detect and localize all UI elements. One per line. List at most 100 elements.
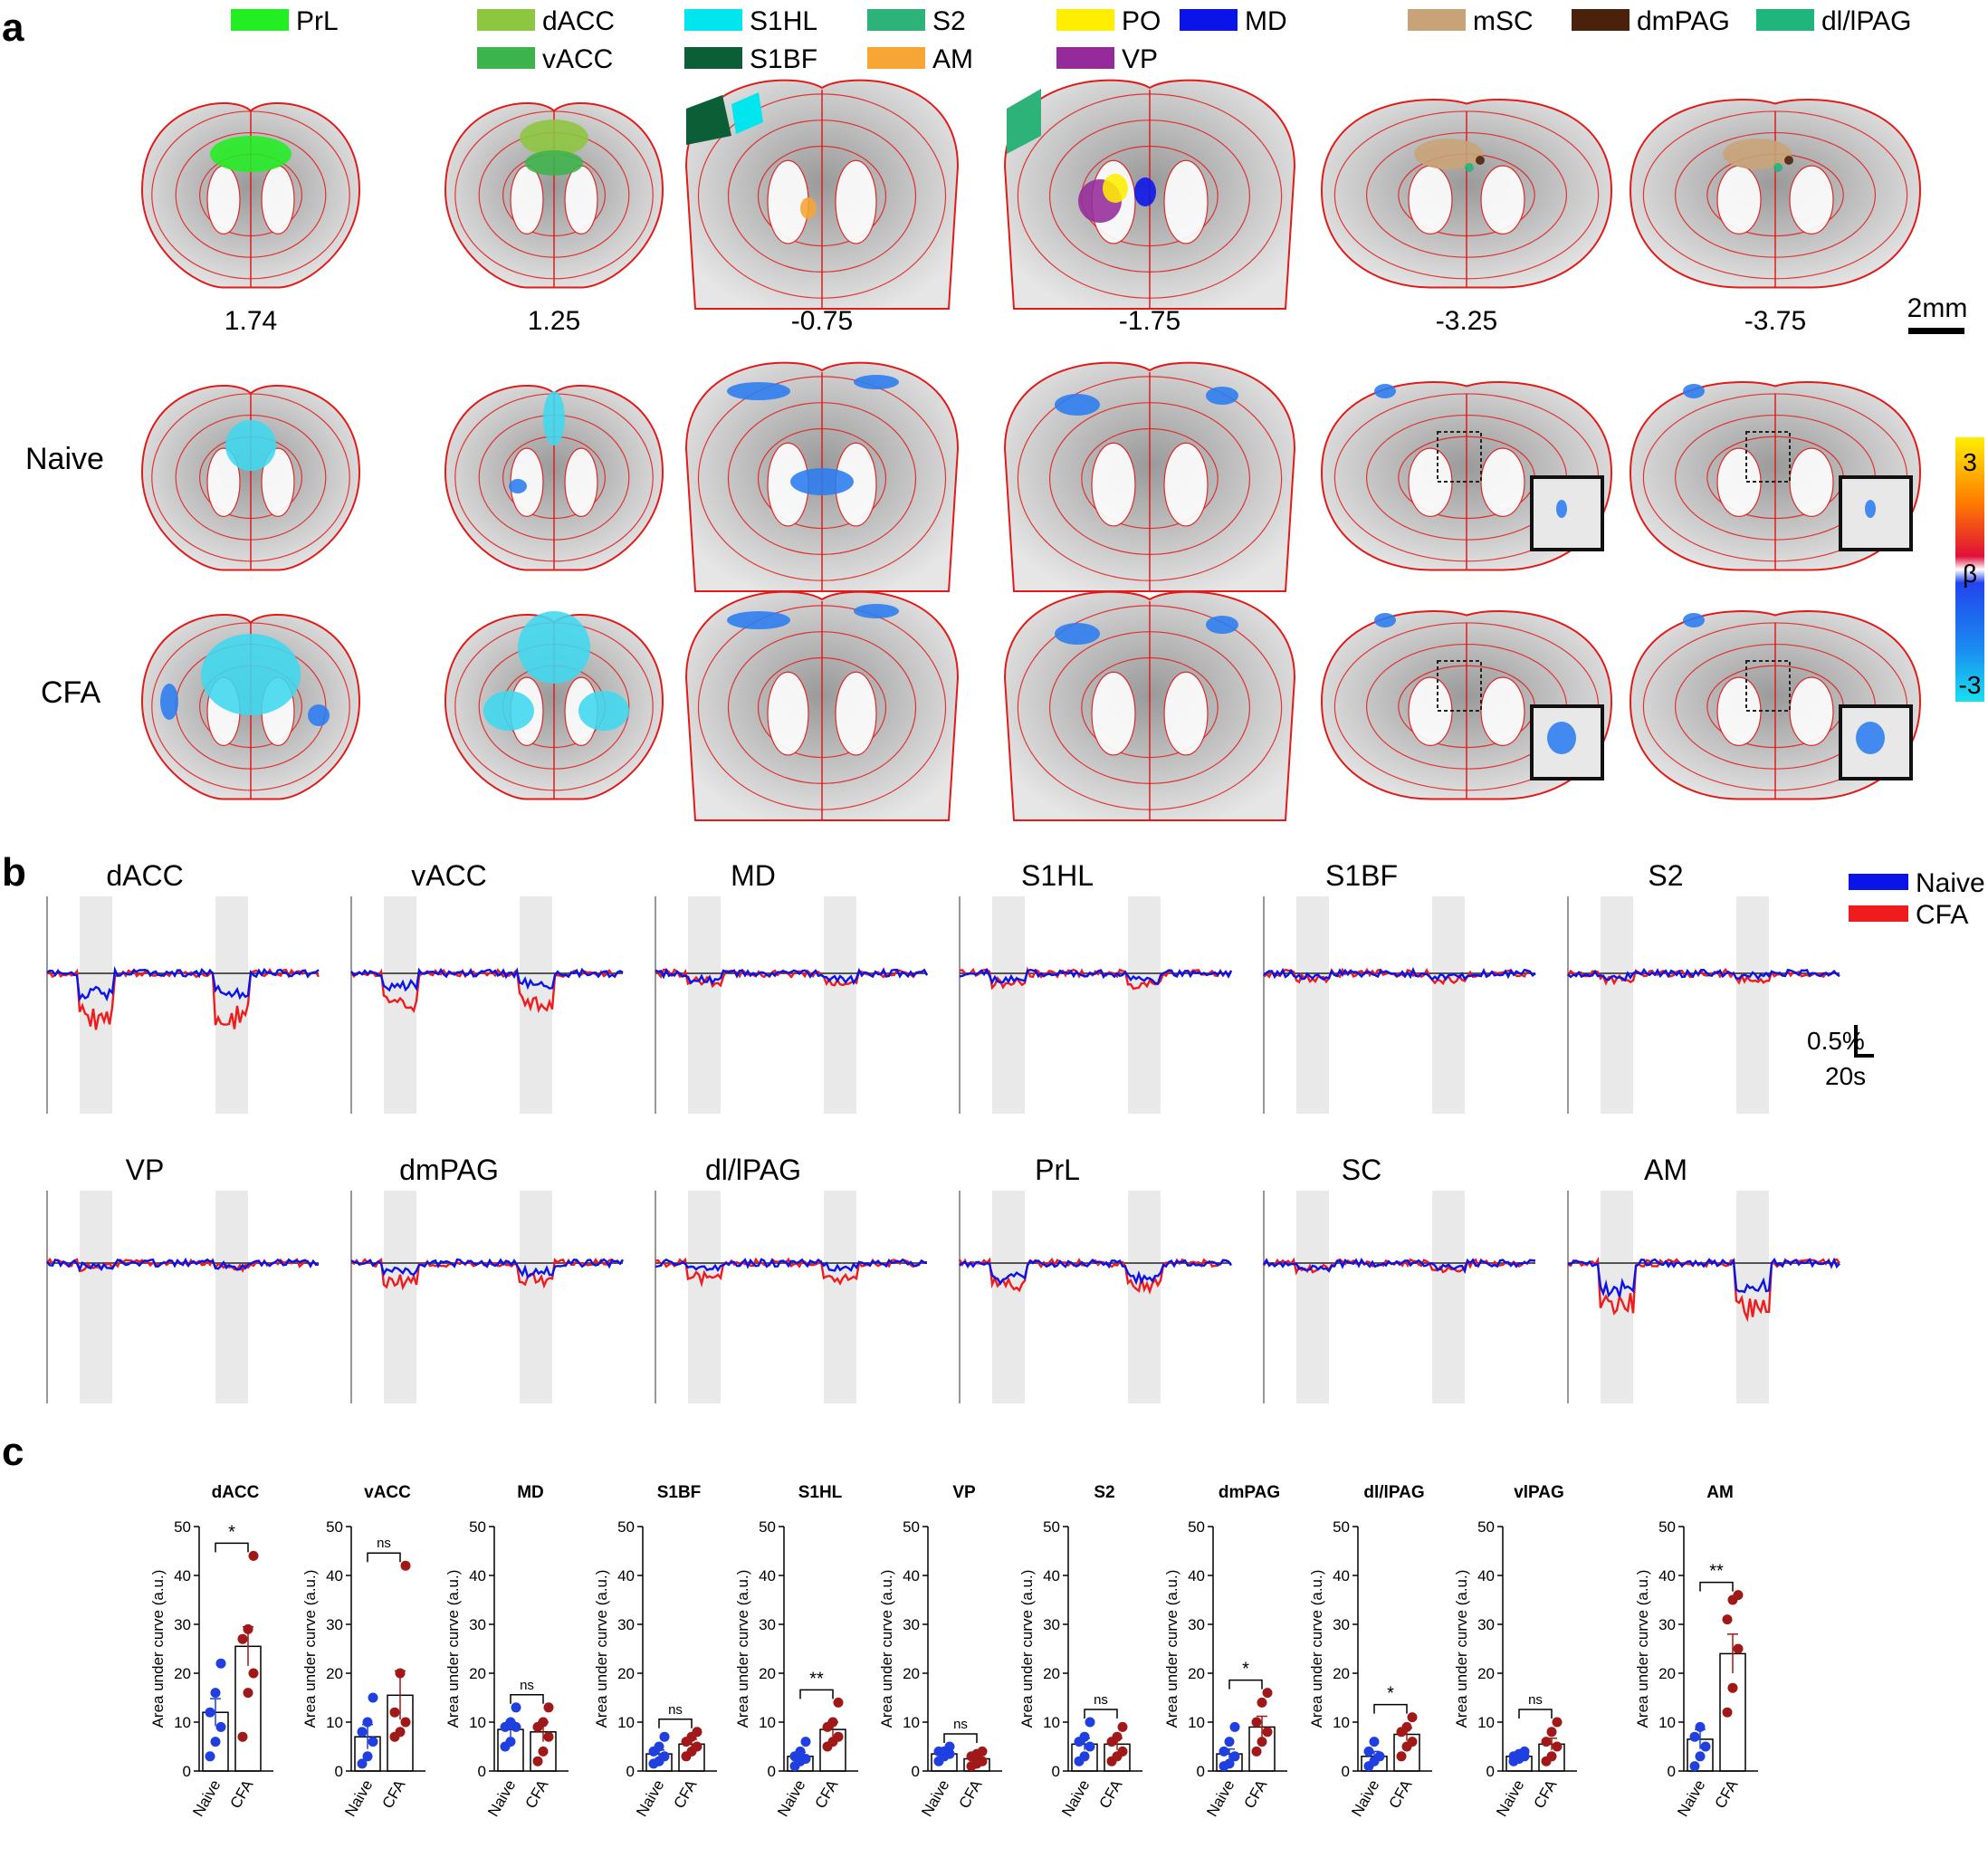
auc-data-point [210,1688,221,1699]
auc-data-point [215,1658,226,1669]
auc-data-point [1541,1737,1552,1747]
auc-y-tick-label: 50 [1477,1518,1495,1536]
auc-data-point [1257,1737,1267,1747]
brain-slice [140,385,361,571]
auc-y-tick-label: 50 [1658,1518,1676,1536]
brain-slice [140,102,361,289]
auc-data-point [1733,1590,1744,1601]
brain-slice [684,79,960,310]
significance-label: ns [668,1702,683,1718]
auc-data-point [362,1751,373,1762]
stimulus-window [1432,896,1465,1114]
atlas-ventricle [1789,165,1834,235]
timecourse-title: PrL [1035,1154,1080,1186]
auc-y-tick-label: 10 [326,1714,343,1731]
auc-y-tick-label: 30 [759,1616,776,1633]
coronal-coordinates: 1.74 1.25 -0.75 -1.75 -3.25 -3.75 [225,306,1806,336]
stimulus-window [384,1191,416,1403]
stimulus-window [1296,896,1329,1114]
coordinate-label: -3.25 [1436,306,1497,336]
timecourse-title: MD [731,859,776,892]
auc-data-point [243,1688,253,1699]
brain-slice [1320,610,1613,800]
legend-swatch-vacc [477,47,535,69]
atlas-ventricle [206,165,241,235]
auc-category-label: CFA [1095,1776,1125,1812]
auc-data-point [543,1731,554,1742]
region-msc [1723,139,1792,169]
significance-bracket [943,1733,978,1743]
atlas-boundary [1017,605,1283,810]
legend-label-s2: S2 [932,6,966,36]
auc-data-point [1224,1758,1235,1769]
brain-slice [1629,381,1922,571]
atlas-boundary [727,402,917,555]
region-dlpag [1773,163,1783,172]
auc-chart-title: dACC [212,1483,260,1502]
auc-y-tick-label: 20 [759,1665,776,1682]
auc-y-tick-label: 20 [469,1665,486,1682]
auc-y-axis-label: Area under curve (a.u.) [149,1570,167,1728]
auc-category-label: Naive [484,1777,519,1820]
auc-data-point [1695,1721,1706,1732]
activation-cluster [308,704,330,726]
stimulus-window [1296,1191,1329,1403]
timecourse-title: vACC [411,859,487,892]
auc-data-point [1229,1751,1240,1762]
auc-category-label: CFA [1530,1776,1560,1812]
significance-label: * [1242,1660,1249,1680]
auc-y-tick-label: 10 [1658,1714,1676,1731]
auc-data-point [1363,1746,1374,1757]
colorbar-min: -3 [1959,671,1982,699]
auc-chart: AM 0 10 20 30 40 50 Area under curve (a.u.) Naiv… [1634,1483,1758,1820]
stimulus-window [688,1191,721,1403]
auc-data-point [400,1717,411,1728]
atlas-boundary [175,131,327,258]
auc-category-label: Naive [1348,1777,1382,1820]
auc-y-tick-label: 50 [1333,1518,1350,1536]
auc-y-tick-label: 10 [174,1714,191,1731]
legend-swatch-s1bf [684,47,742,69]
auc-chart-title: S2 [1094,1483,1114,1502]
stimulus-window [215,896,248,1114]
stimulus-window [1128,1191,1161,1403]
auc-y-tick-label: 20 [326,1665,343,1682]
atlas-boundary [1081,656,1219,759]
legend-swatch-s1hl [684,9,742,31]
region-legend: PrL dACC vACC S1HL S1BF S2 AM PO VP MD m… [231,6,1911,74]
auc-y-tick-label: 50 [903,1518,920,1536]
auc-data-point [654,1741,664,1752]
pag-roi-dashed [1745,431,1791,483]
auc-data-point [659,1731,670,1742]
significance-bracket [1518,1709,1553,1719]
timecourse-panel: dl/lPAG [655,1154,928,1403]
auc-y-tick-label: 10 [1477,1714,1495,1731]
auc-data-point [1374,1751,1385,1762]
row-label-naive: Naive [25,442,104,476]
auc-category-label: Naive [918,1777,952,1820]
auc-data-point [538,1717,549,1728]
atlas-boundary [727,120,917,273]
auc-data-point [357,1727,368,1738]
auc-y-tick-label: 20 [1658,1665,1676,1682]
auc-y-tick-label: 30 [903,1616,920,1633]
activation-cluster [1055,623,1100,645]
atlas-ventricle [767,671,809,756]
legend-swatch-dlpag [1756,9,1814,31]
timecourse-title: AM [1644,1154,1687,1186]
legend-label-po: PO [1122,6,1161,36]
auc-category-label: Naive [1058,1777,1093,1820]
timecourse-trace [655,968,929,989]
atlas-boundary [697,376,947,581]
auc-category-label: Naive [774,1777,808,1820]
activation-cluster [1374,613,1396,627]
brain-atlas-grid [140,79,1922,821]
activation-cluster [160,684,178,720]
auc-category-label: CFA [378,1776,408,1812]
region-msc [1414,139,1483,169]
auc-y-tick-label: 40 [469,1567,486,1585]
auc-y-tick-label: 50 [759,1518,776,1536]
auc-data-point [659,1751,670,1762]
auc-y-tick-label: 0 [335,1763,343,1780]
